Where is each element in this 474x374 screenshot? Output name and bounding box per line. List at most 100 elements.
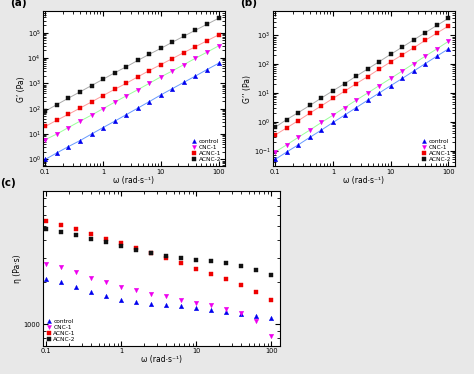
CNC-1 xyxy=(163,294,169,299)
ACNC-2 xyxy=(135,58,141,63)
ACNC-1 xyxy=(400,53,405,57)
control xyxy=(388,83,393,88)
Line: control: control xyxy=(44,277,273,321)
ACNC-1 xyxy=(376,67,382,71)
CNC-1 xyxy=(43,137,48,142)
ACNC-2 xyxy=(284,117,290,122)
ACNC-2 xyxy=(446,16,451,21)
CNC-1 xyxy=(112,100,118,104)
ACNC-2 xyxy=(118,244,124,249)
ACNC-1 xyxy=(43,218,49,223)
control xyxy=(89,132,94,136)
ACNC-1 xyxy=(43,124,48,129)
ACNC-1 xyxy=(112,87,118,92)
ACNC-1 xyxy=(223,277,229,281)
Line: ACNC-2: ACNC-2 xyxy=(44,227,273,277)
ACNC-2 xyxy=(319,96,324,100)
ACNC-1 xyxy=(178,261,184,265)
control xyxy=(273,157,278,162)
ACNC-1 xyxy=(208,272,214,276)
ACNC-2 xyxy=(112,71,118,75)
Y-axis label: G’ (Pa): G’ (Pa) xyxy=(17,76,26,102)
control xyxy=(376,91,382,95)
CNC-1 xyxy=(411,61,417,66)
ACNC-2 xyxy=(238,264,244,269)
ACNC-1 xyxy=(238,283,244,288)
ACNC-2 xyxy=(181,34,187,39)
CNC-1 xyxy=(273,150,278,154)
CNC-1 xyxy=(158,75,164,79)
ACNC-1 xyxy=(434,31,440,35)
ACNC-1 xyxy=(446,24,451,28)
ACNC-1 xyxy=(163,255,169,260)
control xyxy=(193,306,199,310)
Legend: control, CNC-1, ACNC-1, ACNC-2: control, CNC-1, ACNC-1, ACNC-2 xyxy=(46,318,77,343)
CNC-1 xyxy=(319,120,324,125)
Text: (a): (a) xyxy=(10,0,27,8)
ACNC-2 xyxy=(422,30,428,35)
CNC-1 xyxy=(388,76,393,81)
control xyxy=(158,93,164,97)
ACNC-1 xyxy=(170,56,175,61)
ACNC-1 xyxy=(158,62,164,67)
ACNC-2 xyxy=(178,255,184,260)
ACNC-1 xyxy=(342,89,347,94)
ACNC-1 xyxy=(148,251,154,255)
CNC-1 xyxy=(434,47,440,51)
CNC-1 xyxy=(216,44,221,48)
CNC-1 xyxy=(253,319,259,324)
ACNC-2 xyxy=(223,261,229,266)
ACNC-2 xyxy=(253,267,259,272)
ACNC-2 xyxy=(148,251,154,255)
control xyxy=(54,151,60,155)
ACNC-2 xyxy=(58,229,64,234)
ACNC-2 xyxy=(330,89,336,93)
control xyxy=(58,280,64,284)
control xyxy=(118,297,124,302)
X-axis label: ω (rad⋅s⁻¹): ω (rad⋅s⁻¹) xyxy=(141,355,182,364)
ACNC-1 xyxy=(353,82,359,86)
ACNC-1 xyxy=(65,112,71,117)
control xyxy=(163,303,169,307)
ACNC-2 xyxy=(158,46,164,50)
CNC-1 xyxy=(192,56,198,61)
control xyxy=(73,285,79,289)
ACNC-1 xyxy=(100,93,106,98)
ACNC-2 xyxy=(434,23,440,28)
control xyxy=(135,106,141,110)
ACNC-1 xyxy=(88,232,94,236)
control xyxy=(65,144,71,149)
CNC-1 xyxy=(89,113,94,117)
Line: control: control xyxy=(273,47,451,162)
ACNC-2 xyxy=(54,102,60,107)
ACNC-1 xyxy=(77,106,83,110)
ACNC-2 xyxy=(65,96,71,101)
ACNC-2 xyxy=(342,82,347,86)
ACNC-1 xyxy=(181,50,187,55)
ACNC-2 xyxy=(73,233,79,237)
ACNC-2 xyxy=(268,273,274,277)
control xyxy=(268,316,274,321)
ACNC-2 xyxy=(77,90,83,94)
ACNC-1 xyxy=(411,45,417,50)
ACNC-2 xyxy=(88,236,94,241)
Y-axis label: η (Pa·s): η (Pa·s) xyxy=(13,254,22,283)
CNC-1 xyxy=(238,311,244,315)
ACNC-2 xyxy=(43,109,48,113)
CNC-1 xyxy=(208,303,214,307)
CNC-1 xyxy=(446,39,451,43)
ACNC-1 xyxy=(216,33,221,37)
CNC-1 xyxy=(58,265,64,270)
X-axis label: ω (rad⋅s⁻¹): ω (rad⋅s⁻¹) xyxy=(343,176,384,185)
ACNC-1 xyxy=(103,236,109,241)
control xyxy=(192,74,198,78)
ACNC-2 xyxy=(307,103,313,108)
CNC-1 xyxy=(148,292,154,296)
control xyxy=(353,105,359,110)
ACNC-2 xyxy=(193,257,199,262)
CNC-1 xyxy=(353,98,359,102)
ACNC-2 xyxy=(133,248,139,252)
ACNC-2 xyxy=(192,28,198,33)
ACNC-2 xyxy=(163,253,169,258)
control xyxy=(284,150,290,154)
